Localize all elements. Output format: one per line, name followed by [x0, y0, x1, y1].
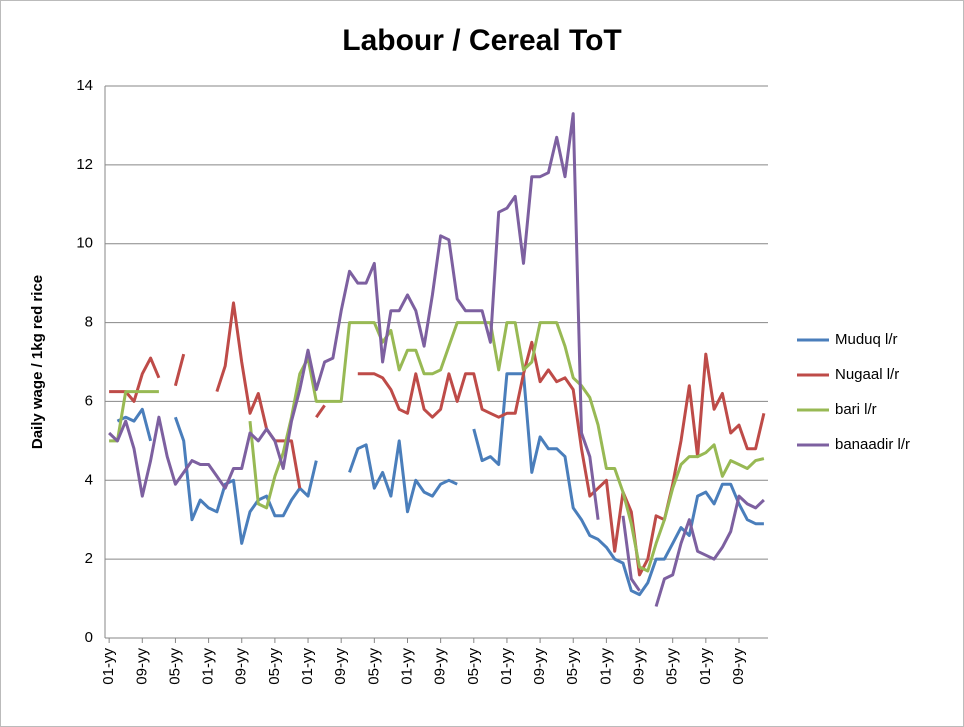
x-tick-label: 05-yy [465, 648, 482, 685]
x-tick-label: 09-yy [631, 648, 648, 685]
y-tick-label: 8 [85, 314, 93, 331]
y-tick-label: 12 [76, 156, 93, 173]
x-tick-label: 05-yy [365, 648, 382, 685]
legend-label: Muduq l/r [835, 331, 898, 348]
x-tick-label: 09-yy [233, 648, 250, 685]
x-tick-label: 09-yy [730, 648, 747, 685]
x-tick-label: 05-yy [564, 648, 581, 685]
series-line [108, 112, 765, 607]
y-tick-label: 10 [76, 235, 93, 252]
y-tick-label: 0 [85, 629, 93, 646]
x-tick-label: 01-yy [498, 648, 515, 685]
legend-label: banaadir l/r [835, 436, 910, 453]
x-tick-label: 01-yy [597, 648, 614, 685]
series-line [116, 372, 764, 597]
x-tick-label: 09-yy [531, 648, 548, 685]
x-tick-label: 01-yy [398, 648, 415, 685]
legend-label: Nugaal l/r [835, 366, 899, 383]
x-tick-label: 05-yy [166, 648, 183, 685]
y-tick-label: 2 [85, 550, 93, 567]
y-tick-label: 6 [85, 392, 93, 409]
x-tick-label: 01-yy [100, 648, 117, 685]
x-tick-label: 01-yy [200, 648, 217, 685]
legend-label: bari l/r [835, 401, 877, 418]
y-tick-label: 14 [76, 77, 93, 94]
y-axis-label: Daily wage / 1kg red rice [29, 275, 46, 449]
y-tick-label: 4 [85, 471, 93, 488]
x-tick-label: 05-yy [664, 648, 681, 685]
x-tick-label: 09-yy [332, 648, 349, 685]
x-tick-label: 05-yy [266, 648, 283, 685]
x-tick-label: 09-yy [432, 648, 449, 685]
x-tick-label: 01-yy [299, 648, 316, 685]
chart-title: Labour / Cereal ToT [342, 24, 621, 57]
x-tick-label: 09-yy [133, 648, 150, 685]
x-tick-label: 01-yy [697, 648, 714, 685]
series-line [109, 301, 766, 577]
